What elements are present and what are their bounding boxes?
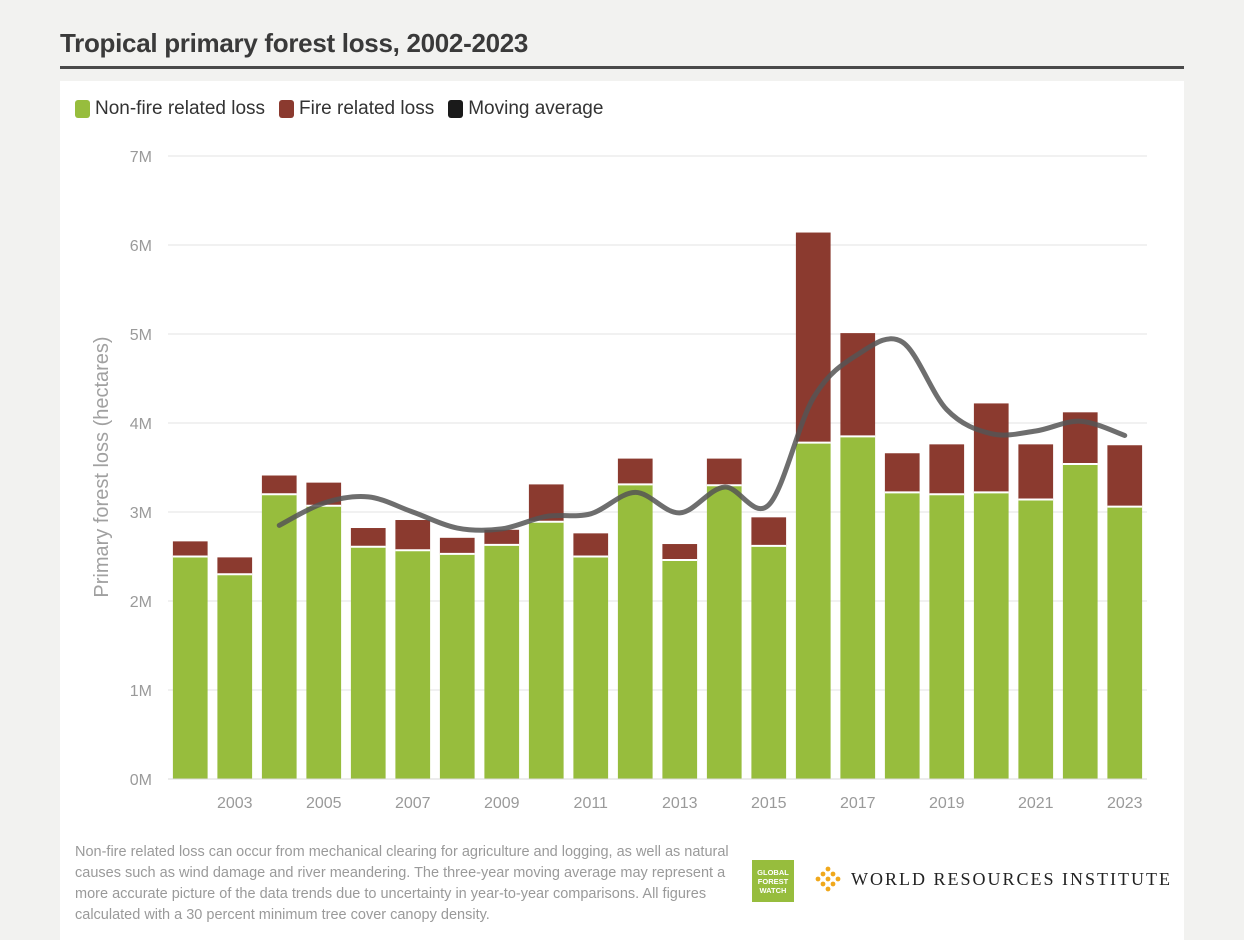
y-tick-label: 2M xyxy=(130,594,152,611)
wri-logo: WORLD RESOURCES INSTITUTE xyxy=(815,866,1172,892)
bar-non-fire xyxy=(795,442,831,779)
bar-fire xyxy=(706,458,742,486)
bar-non-fire xyxy=(973,492,1009,779)
legend-label-non-fire: Non-fire related loss xyxy=(95,98,266,119)
bar-non-fire xyxy=(439,553,475,779)
x-tick-label: 2011 xyxy=(574,795,609,812)
y-tick-label: 1M xyxy=(130,683,152,700)
chart-legend: Non-fire related loss Fire related loss … xyxy=(75,98,603,120)
x-tick-label: 2017 xyxy=(840,795,876,812)
bar-non-fire xyxy=(573,556,609,779)
bar-fire xyxy=(439,537,475,554)
bar-non-fire xyxy=(706,485,742,779)
footnote-text: Non-fire related loss can occur from mec… xyxy=(75,844,729,923)
bar-fire xyxy=(261,475,297,495)
bar-non-fire xyxy=(484,544,520,779)
bar-non-fire xyxy=(306,505,342,779)
bar-fire xyxy=(573,533,609,557)
gfw-logo-line-1: GLOBAL xyxy=(757,867,789,877)
bar-non-fire xyxy=(840,436,876,779)
bar-fire xyxy=(395,520,431,551)
bar-fire xyxy=(1018,444,1054,500)
y-tick-label: 3M xyxy=(130,505,152,522)
legend-label-fire: Fire related loss xyxy=(299,98,435,119)
legend-item-fire[interactable]: Fire related loss xyxy=(279,98,434,120)
x-tick-label: 2003 xyxy=(217,795,253,812)
bar-non-fire xyxy=(1062,463,1098,779)
wri-emblem-icon xyxy=(815,866,841,892)
title-divider xyxy=(60,66,1184,69)
gfw-logo-line-3: WATCH xyxy=(759,885,787,895)
y-tick-label: 6M xyxy=(130,238,152,255)
bar-fire xyxy=(973,403,1009,493)
bar-non-fire xyxy=(528,521,564,779)
x-tick-label: 2015 xyxy=(751,795,787,812)
bar-fire xyxy=(751,517,787,546)
legend-swatch-non-fire xyxy=(75,100,90,118)
legend-label-moving-average: Moving average xyxy=(468,98,604,119)
global-forest-watch-logo: GLOBAL FOREST WATCH xyxy=(752,860,794,902)
bar-non-fire xyxy=(617,484,653,779)
bar-non-fire xyxy=(261,494,297,779)
x-tick-label: 2013 xyxy=(662,795,698,812)
bar-non-fire xyxy=(350,546,386,779)
bar-non-fire xyxy=(884,492,920,779)
bar-non-fire xyxy=(217,574,253,779)
bar-fire xyxy=(795,232,831,443)
bar-fire xyxy=(217,557,253,575)
x-tick-label: 2023 xyxy=(1107,795,1143,812)
bar-fire xyxy=(884,453,920,493)
y-tick-label: 5M xyxy=(130,327,152,344)
bar-non-fire xyxy=(395,550,431,779)
bar-fire xyxy=(840,333,876,437)
legend-item-non-fire[interactable]: Non-fire related loss xyxy=(75,98,265,120)
x-tick-label: 2021 xyxy=(1018,795,1054,812)
x-tick-label: 2007 xyxy=(395,795,431,812)
stacked-bar-chart: 0M 1M 2M 3M 4M 5M 6M 7M Primary forest loss (hec… xyxy=(91,149,1147,812)
legend-swatch-moving-average xyxy=(448,100,464,118)
x-tick-label: 2005 xyxy=(306,795,342,812)
bar-fire xyxy=(617,458,653,485)
y-tick-label: 4M xyxy=(130,416,152,433)
y-axis-label: Primary forest loss (hectares) xyxy=(91,336,113,597)
bar-fire xyxy=(662,544,698,561)
y-tick-label: 7M xyxy=(130,149,152,166)
y-tick-label: 0M xyxy=(130,772,152,789)
bar-non-fire xyxy=(929,494,965,779)
wri-logo-text: WORLD RESOURCES INSTITUTE xyxy=(851,868,1172,889)
chart-title: Tropical primary forest loss, 2002-2023 xyxy=(60,28,529,58)
moving-average-line xyxy=(276,336,1128,533)
bar-non-fire xyxy=(1018,499,1054,779)
bar-non-fire xyxy=(1107,506,1143,779)
bar-fire xyxy=(929,444,965,495)
bar-fire xyxy=(172,541,208,557)
bar-fire xyxy=(350,528,386,547)
bar-fire xyxy=(1107,445,1143,507)
legend-swatch-fire xyxy=(279,100,295,118)
bar-fire xyxy=(484,529,520,545)
gfw-logo-line-2: FOREST xyxy=(757,876,789,886)
x-tick-label: 2009 xyxy=(484,795,520,812)
legend-item-moving-average[interactable]: Moving average xyxy=(448,98,603,120)
bar-non-fire xyxy=(662,560,698,779)
x-tick-label: 2019 xyxy=(929,795,965,812)
bar-non-fire xyxy=(751,545,787,779)
bar-non-fire xyxy=(172,556,208,779)
